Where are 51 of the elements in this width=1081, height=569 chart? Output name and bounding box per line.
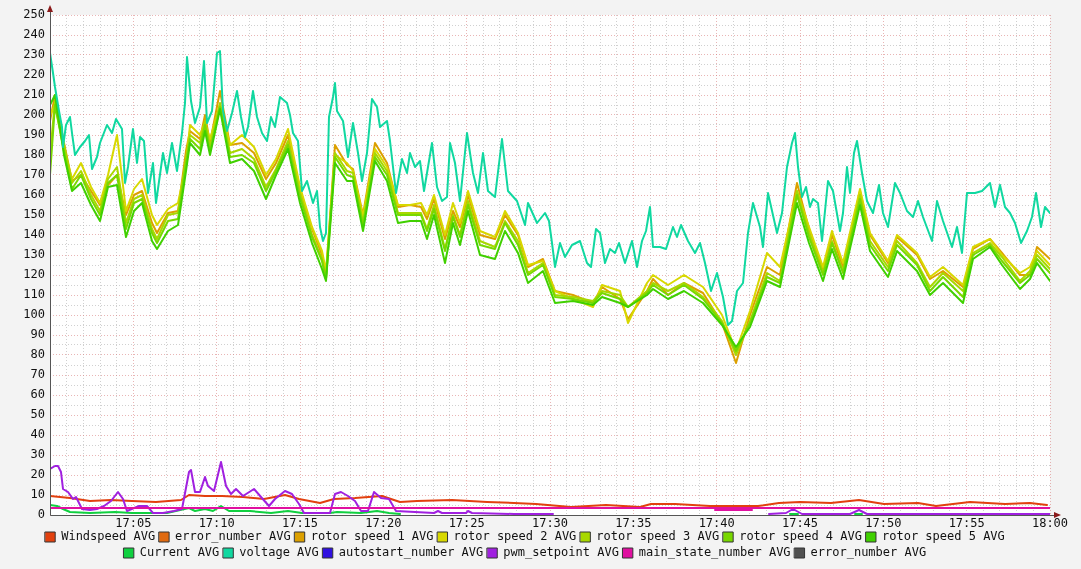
y-tick-label: 120 [23,267,45,282]
y-tick-label: 220 [23,67,45,82]
legend-label: rotor speed 5 AVG [881,529,1005,544]
y-tick-label: 0 [37,507,45,522]
x-tick-label: 17:20 [365,516,402,531]
y-tick-label: 160 [23,187,45,202]
y-tick-label: 230 [23,47,45,62]
x-tick-label: 17:40 [698,516,735,531]
y-tick-label: 40 [30,427,45,442]
legend-label: Current AVG [139,545,220,560]
y-tick-label: 250 [23,7,45,22]
y-tick-label: 200 [23,107,45,122]
legend-label: rotor speed 2 AVG [453,529,577,544]
legend-label: rotor speed 1 AVG [310,529,434,544]
legend-label: voltage AVG [239,545,319,560]
legend-label: rotor speed 3 AVG [596,529,720,544]
y-tick-label: 180 [23,147,45,162]
legend-label: rotor speed 4 AVG [739,529,862,544]
y-tick-label: 30 [30,447,45,462]
legend-label: autostart_number AVG [338,545,484,560]
y-tick-label: 90 [30,327,45,342]
legend-label: error_number AVG [175,529,291,544]
x-tick-label: 17:25 [448,516,485,531]
y-tick-label: 140 [23,227,45,242]
x-tick-label: 17:10 [198,516,235,531]
x-tick-label: 17:35 [615,516,652,531]
y-tick-label: 80 [30,347,45,362]
y-tick-label: 130 [23,247,45,262]
y-tick-label: 10 [30,487,45,502]
y-tick-label: 20 [30,467,45,482]
y-tick-label: 60 [30,387,45,402]
y-tick-label: 190 [23,127,45,142]
y-tick-label: 100 [23,307,45,322]
legend-label: pwm_setpoint AVG [503,545,619,560]
y-tick-label: 240 [23,27,45,42]
x-tick-label: 17:50 [865,516,902,531]
y-tick-label: 210 [23,87,45,102]
legend-label: error_number AVG [810,545,927,560]
y-tick-label: 150 [23,207,45,222]
y-tick-label: 70 [30,367,45,382]
legend-label: main_state_number AVG [638,545,791,560]
y-tick-label: 110 [23,287,45,302]
y-tick-label: 50 [30,407,45,422]
x-tick-label: 17:30 [531,516,569,531]
x-tick-label: 18:00 [1031,516,1069,531]
x-tick-label: 17:05 [115,516,152,531]
x-tick-label: 17:45 [781,516,819,531]
x-tick-label: 17:15 [281,516,319,531]
legend-label: Windspeed AVG [61,529,156,544]
y-tick-label: 170 [23,167,45,182]
x-tick-label: 17:55 [948,516,985,531]
